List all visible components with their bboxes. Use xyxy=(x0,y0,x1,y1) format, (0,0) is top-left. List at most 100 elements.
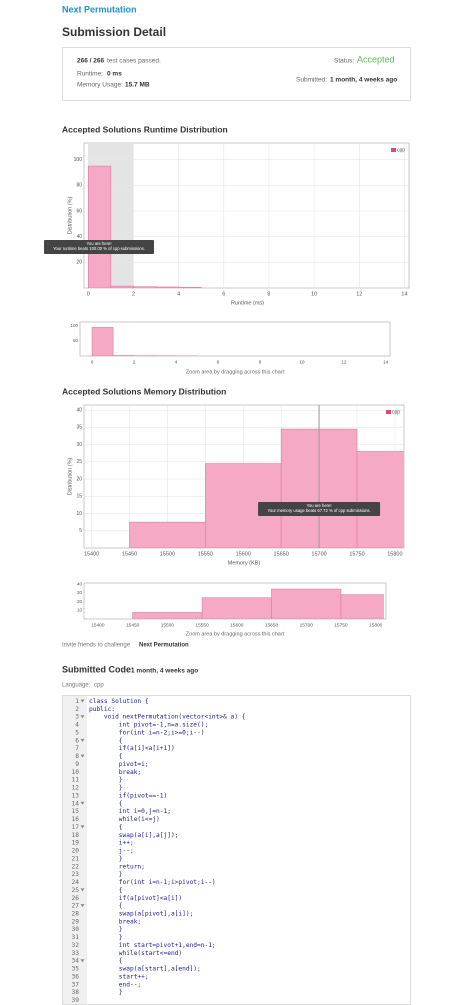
code-line: while(start<=end) xyxy=(89,950,182,957)
x-tick-label: 8 xyxy=(267,291,270,297)
line-number: 28 xyxy=(72,910,80,917)
code-line: } xyxy=(89,926,123,933)
bar xyxy=(356,451,404,548)
x-tick-label: 2 xyxy=(133,359,136,365)
tooltip: You are here!Your runtime beats 100.00 %… xyxy=(44,240,154,254)
line-number: 19 xyxy=(72,840,80,847)
fold-arrow xyxy=(80,801,85,805)
line-number: 2 xyxy=(75,706,79,713)
code-gutter xyxy=(63,696,87,1004)
code-line: { xyxy=(89,737,123,744)
line-number: 8 xyxy=(75,753,79,760)
line-number: 25 xyxy=(72,887,80,894)
bar xyxy=(271,588,342,619)
line-number: 33 xyxy=(72,950,80,957)
line-number: 34 xyxy=(72,958,80,965)
bars xyxy=(132,588,384,619)
line-number: 7 xyxy=(75,745,79,752)
line-number: 23 xyxy=(72,871,80,878)
x-tick-label: 15550 xyxy=(198,551,213,557)
fold-arrow xyxy=(80,888,85,892)
code-line: } xyxy=(89,777,123,784)
x-tick-label: 12 xyxy=(341,359,347,365)
y-tick-label: 5 xyxy=(79,528,82,534)
x-tick-label: 4 xyxy=(175,359,178,365)
code-line: class Solution { xyxy=(89,698,149,705)
submitted: 1 month, 4 weeks ago xyxy=(330,77,397,84)
legend-swatch xyxy=(386,410,391,414)
x-tick-label: 15650 xyxy=(265,622,279,628)
code-line: for(int i=n-1;i>pivot;i--) xyxy=(89,879,216,886)
x-tick-label: 15800 xyxy=(369,622,383,628)
code-line: start++; xyxy=(89,973,149,980)
tooltip-box xyxy=(44,240,154,254)
bar xyxy=(155,286,179,288)
code-line: for(int i=n-2;i>=0;i--) xyxy=(89,729,204,736)
code-line: swap(a[pivot],a[i]); xyxy=(89,910,193,917)
code-line: } xyxy=(89,855,123,862)
summary-box xyxy=(62,47,411,101)
code-line: } xyxy=(89,871,123,878)
x-tick-label: 15450 xyxy=(126,622,140,628)
tooltip-text: You are here! xyxy=(87,241,112,246)
bar xyxy=(201,597,272,619)
bars xyxy=(91,327,198,356)
code-line: int i=0,j=n-1; xyxy=(89,808,171,815)
code-line: end--; xyxy=(89,981,141,988)
y-tick-label: 20 xyxy=(77,599,83,604)
x-tick-label: 15700 xyxy=(300,622,314,628)
y-tick-label: 25 xyxy=(76,459,82,465)
x-tick-label: 0 xyxy=(91,359,94,365)
code-line: i++; xyxy=(89,840,134,847)
line-number: 26 xyxy=(72,895,80,902)
code-line: int pivot=-1,n=a.size(); xyxy=(89,722,208,729)
y-tick-label: 15 xyxy=(76,494,82,500)
code-line: } xyxy=(89,785,123,792)
code-line: while(i<=j) xyxy=(89,816,160,823)
y-tick-label: 35 xyxy=(76,425,82,431)
line-number: 30 xyxy=(72,926,80,933)
x-tick-label: 10 xyxy=(299,359,305,365)
x-tick-label: 15500 xyxy=(161,622,175,628)
tooltip-text: Your memory usage beats 67.72 % of cpp s… xyxy=(267,508,370,513)
code-line: if(a[i]<a[i+1]) xyxy=(89,745,175,752)
line-number: 37 xyxy=(72,981,80,988)
code-title: Submitted Code: xyxy=(62,664,134,674)
status-label: Status: xyxy=(334,58,354,65)
line-number: 21 xyxy=(72,855,80,862)
cases-text: test cases passed. xyxy=(107,58,161,65)
line-number: 36 xyxy=(72,973,80,980)
x-tick-label: 6 xyxy=(222,291,225,297)
bar xyxy=(129,521,206,548)
line-number: 1 xyxy=(75,698,79,705)
tooltip-box xyxy=(258,502,381,516)
invite-problem[interactable]: Next Permutation xyxy=(139,643,189,649)
memory: 15.7 MB xyxy=(125,82,150,89)
code-line: if(a[pivot]<a[i]) xyxy=(89,895,182,902)
code-line: public: xyxy=(89,706,115,713)
y-tick-label: 10 xyxy=(77,608,83,613)
line-number: 13 xyxy=(72,792,80,799)
problem-link[interactable]: Next Permutation xyxy=(62,4,137,14)
line-number: 15 xyxy=(72,808,80,815)
fold-arrow xyxy=(80,825,85,829)
code-line: { xyxy=(89,800,123,807)
code-line: j--; xyxy=(89,848,134,855)
bar xyxy=(87,165,112,288)
tooltip-text: You are here! xyxy=(307,503,332,508)
x-tick-label: 15500 xyxy=(160,551,175,557)
runtime: 0 ms xyxy=(107,71,122,78)
x-tick-label: 14 xyxy=(401,291,407,297)
legend-swatch xyxy=(391,148,396,152)
y-tick-label: 40 xyxy=(77,581,83,586)
x-tick-label: 14 xyxy=(383,359,389,365)
code-line: swap(a[i],a[j]); xyxy=(89,832,178,839)
y-axis-label: Distribution (%) xyxy=(67,458,73,496)
x-tick-label: 8 xyxy=(259,359,262,365)
y-tick-label: 40 xyxy=(76,407,82,413)
line-number: 29 xyxy=(72,918,80,925)
invite-text: Invite friends to challenge xyxy=(62,643,131,649)
line-number: 12 xyxy=(72,785,80,792)
line-number: 16 xyxy=(72,816,80,823)
